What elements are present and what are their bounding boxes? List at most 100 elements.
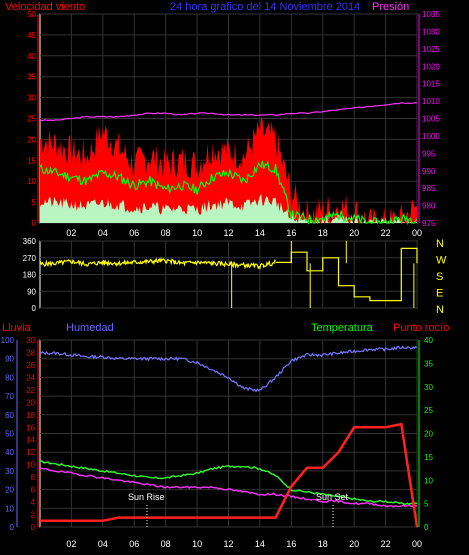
pressure-tick-label: 1030 [422,27,440,36]
rain-tick-label: 14 [26,436,35,445]
rain-tick-label: 12 [26,448,35,457]
x-tick-label: 04 [98,539,108,549]
rain-tick-label: 18 [26,411,35,420]
humidity-tick-label: 70 [5,392,14,401]
wind-tick-label: 10 [27,177,36,186]
direction-line-evening [275,247,418,302]
direction-line [39,256,277,270]
wind-tick-label: 35 [27,73,36,82]
wind-series [39,102,418,226]
wind-lull-area [40,194,417,223]
rain-header: Lluvia [2,322,32,334]
rain-tick-label: 28 [26,348,35,357]
x-tick-label: 12 [223,539,233,549]
compass-letter: N [436,304,444,316]
x-tick-label: 00 [412,539,422,549]
humidity-tick-label: 30 [5,467,14,476]
x-tick-label: 10 [192,539,202,549]
rain-tick-label: 24 [26,373,35,382]
x-tick-label: 22 [381,228,391,238]
wind-time-axis: 02 04 06 08 10 12 14 16 18 20 22 00 [66,228,422,238]
temperature-tick-label: 0 [424,523,429,532]
direction-tick-label: 360 [23,237,37,246]
dewpoint-line [39,467,418,508]
env-series [39,345,419,528]
humidity-tick-label: 10 [5,504,14,513]
x-tick-label: 14 [255,539,265,549]
wind-tick-label: 30 [27,94,36,103]
compass-letter: N [436,238,444,250]
x-tick-label: 18 [318,228,328,238]
pressure-tick-label: 1005 [422,115,440,124]
x-tick-label: 08 [161,539,171,549]
humidity-tick-label: 20 [5,486,14,495]
humidity-line [39,345,418,393]
temperature-tick-label: 10 [424,476,433,485]
pressure-header: Presión [372,1,409,13]
x-tick-label: 18 [318,539,328,549]
pressure-tick-label: 1000 [422,132,440,141]
wind-tick-label: 25 [27,115,36,124]
x-tick-label: 06 [129,539,139,549]
pressure-tick-label: 990 [422,167,436,176]
direction-series [39,241,418,308]
rain-line [39,422,419,528]
rain-tick-label: 26 [26,361,35,370]
humidity-axis: 0 10 20 30 40 50 60 70 80 90 100 [1,336,18,532]
rain-tick-label: 20 [26,398,35,407]
wind-tick-label: 5 [32,198,37,207]
x-tick-label: 12 [223,228,233,238]
direction-axis: 0 90 180 270 360 [23,237,37,313]
direction-tick-label: 90 [27,287,36,296]
temperature-tick-label: 40 [424,336,433,345]
temperature-line [39,460,418,506]
temperature-tick-label: 20 [424,430,433,439]
direction-tick-label: 0 [32,304,37,313]
wind-gust-area [40,116,417,223]
pressure-tick-label: 1035 [422,10,440,19]
wind-tick-label: 15 [27,156,36,165]
x-tick-label: 02 [66,539,76,549]
compass-letter: E [436,288,443,300]
pressure-tick-label: 1020 [422,62,440,71]
wind-tick-label: 40 [27,52,36,61]
x-tick-label: 22 [381,539,391,549]
pressure-tick-label: 995 [422,149,436,158]
pressure-tick-label: 1015 [422,80,440,89]
temperature-tick-label: 15 [424,453,433,462]
sun-rise-label: Sun Rise [128,492,165,502]
x-tick-label: 14 [255,228,265,238]
rain-tick-label: 4 [31,498,36,507]
direction-tick-label: 270 [23,254,37,263]
compass-letter: S [436,271,443,283]
pressure-tick-label: 985 [422,184,436,193]
rain-tick-label: 22 [26,386,35,395]
wind-tick-label: 0 [32,219,37,228]
rain-tick-label: 2 [31,511,36,520]
direction-grid [40,240,418,309]
compass-letter: W [436,255,447,267]
temperature-axis: 0 5 10 15 20 25 30 35 40 [418,336,433,532]
temperature-tick-label: 35 [424,359,433,368]
humidity-tick-label: 80 [5,373,14,382]
wind-tick-label: 20 [27,135,36,144]
x-tick-label: 08 [161,228,171,238]
pressure-axis: 975 980 985 990 995 1000 1005 1010 1015 1020 1025 1… [418,10,440,228]
humidity-tick-label: 60 [5,411,14,420]
humidity-tick-label: 50 [5,430,14,439]
humidity-header: Humedad [66,322,114,334]
x-tick-label: 06 [129,228,139,238]
temperature-header: Temperatura [311,322,374,334]
x-tick-label: 00 [412,228,422,238]
x-tick-label: 20 [349,228,359,238]
wind-average-line [39,160,418,226]
wind-speed-axis: 0 5 10 15 20 25 30 35 40 45 50 [27,10,39,228]
x-tick-label: 04 [98,228,108,238]
x-tick-label: 02 [66,228,76,238]
wind-tick-label: 45 [27,31,36,40]
rain-tick-label: 0 [31,523,36,532]
rain-tick-label: 16 [26,423,35,432]
humidity-tick-label: 90 [5,355,14,364]
